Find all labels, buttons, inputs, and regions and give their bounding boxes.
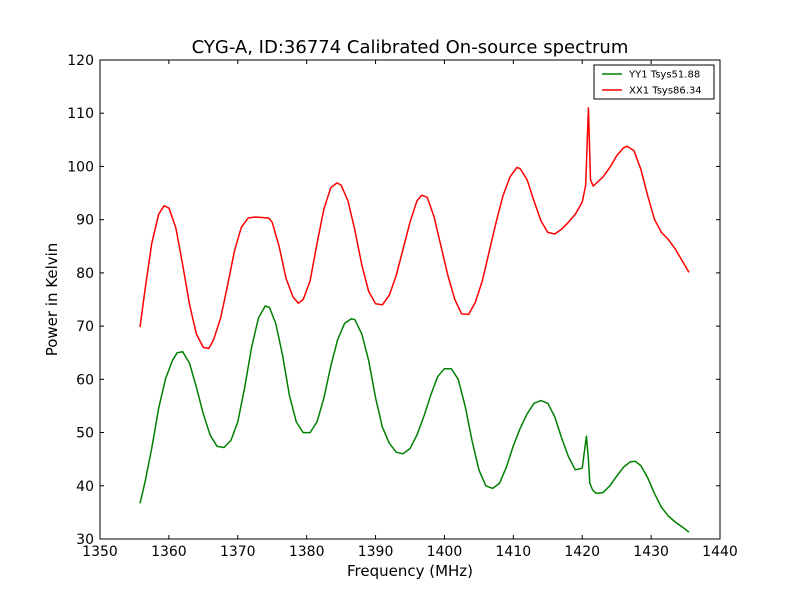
y-tick-label: 40 <box>76 479 94 495</box>
legend-label-yy1: YY1 Tsys51.88 <box>628 70 700 81</box>
x-tick-label: 1430 <box>633 544 669 560</box>
x-tick-label: 1420 <box>564 544 600 560</box>
legend-label-xx1: XX1 Tsys86.34 <box>629 86 702 97</box>
y-tick-label: 110 <box>67 106 94 122</box>
legend-box <box>593 64 715 100</box>
y-axis-label: Power in Kelvin <box>43 243 61 357</box>
x-axis-label: Frequency (MHz) <box>347 562 473 580</box>
x-tick-label: 1390 <box>358 544 394 560</box>
chart-title: CYG-A, ID:36774 Calibrated On-source spe… <box>192 37 629 58</box>
x-tick-label: 1440 <box>702 544 738 560</box>
x-tick-label: 1410 <box>496 544 532 560</box>
y-tick-label: 70 <box>76 319 94 335</box>
y-tick-label: 30 <box>76 532 94 548</box>
y-tick-label: 80 <box>76 266 94 282</box>
y-tick-label: 120 <box>67 53 94 69</box>
y-tick-label: 90 <box>76 213 94 229</box>
series-line-yy1 <box>139 305 690 533</box>
y-tick-label: 50 <box>76 426 94 442</box>
x-tick-label: 1380 <box>289 544 325 560</box>
y-tick-label: 100 <box>67 159 94 175</box>
x-tick-label: 1350 <box>82 544 118 560</box>
x-tick-label: 1370 <box>220 544 256 560</box>
series-line-xx1 <box>139 107 690 350</box>
plot-area-frame <box>99 59 721 540</box>
x-tick-label: 1360 <box>151 544 187 560</box>
legend: YY1 Tsys51.88 XX1 Tsys86.34 <box>593 64 715 100</box>
x-tick-label: 1400 <box>427 544 463 560</box>
y-tick-label: 60 <box>76 372 94 388</box>
